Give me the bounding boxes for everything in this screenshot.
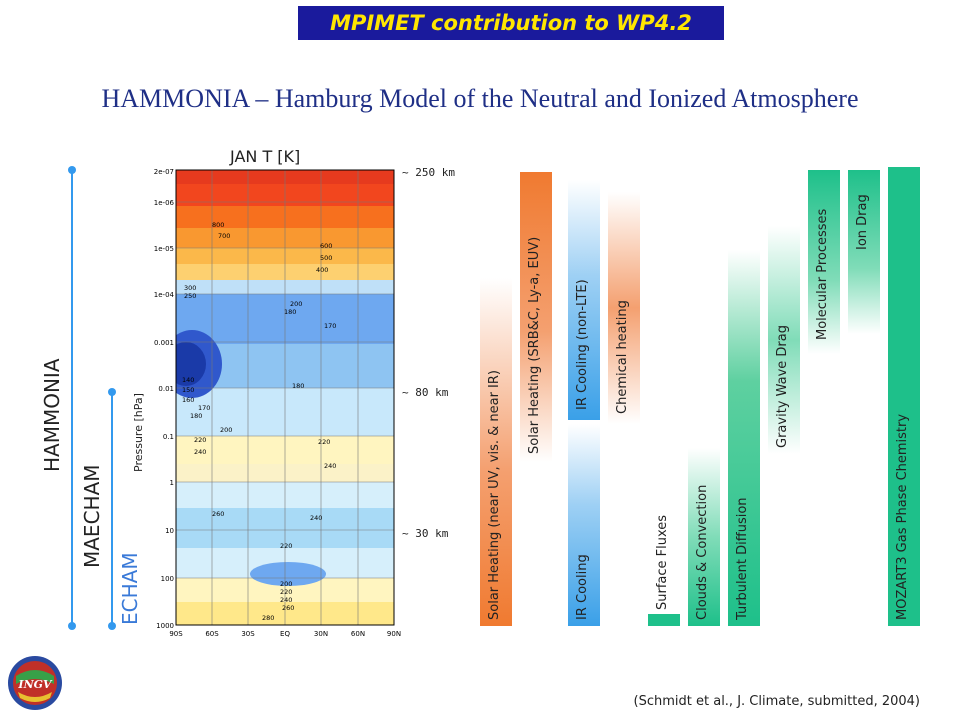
y-tick: 1 xyxy=(170,479,174,487)
process-label-turbulent-diffusion: Turbulent Diffusion xyxy=(735,497,750,620)
y-tick: 0.01 xyxy=(158,385,174,393)
process-label-solar-heating-srbc: Solar Heating (SRB&C, Ly-a, EUV) xyxy=(527,236,542,454)
y-tick: 100 xyxy=(161,575,174,583)
contour-label: 240 xyxy=(310,514,322,522)
contour-label: 700 xyxy=(218,232,230,240)
contour-label: 250 xyxy=(184,292,196,300)
contour-label: 220 xyxy=(318,438,330,446)
y-tick: 1e-06 xyxy=(154,199,175,207)
y-tick: 1e-05 xyxy=(154,245,174,253)
process-label-clouds-convection: Clouds & Convection xyxy=(695,484,710,620)
x-tick: 30S xyxy=(241,630,255,638)
bar-molecular-processes xyxy=(808,170,840,354)
bar-solar-heating-srbc xyxy=(520,172,552,462)
x-tick: 90S xyxy=(169,630,183,638)
contour-label: 170 xyxy=(198,404,210,412)
process-label-ir-cooling-non-lte: IR Cooling (non-LTE) xyxy=(575,279,590,410)
contour-label: 170 xyxy=(324,322,336,330)
contour-label: 220 xyxy=(280,588,292,596)
y-tick-labels: 2e-07 1e-06 1e-05 1e-04 0.001 0.01 0.1 1… xyxy=(154,168,175,630)
altitude-marker-80: ~ 80 km xyxy=(402,386,449,399)
contour-label: 160 xyxy=(182,396,194,404)
contour-label: 180 xyxy=(292,382,304,390)
bar-surface-fluxes xyxy=(648,614,680,626)
hammonia-bottom-dot xyxy=(68,622,76,630)
contour-label: 180 xyxy=(284,308,296,316)
process-label-ir-cooling: IR Cooling xyxy=(575,554,590,620)
maecham-top-dot xyxy=(108,388,116,396)
bar-ir-cooling-non-lte xyxy=(568,180,600,420)
contour-label: 240 xyxy=(280,596,292,604)
contour-label: 150 xyxy=(182,386,194,394)
plot-frame xyxy=(175,169,395,626)
process-label-surface-fluxes: Surface Fluxes xyxy=(655,514,670,610)
process-label-mozart3-chemistry: MOZART3 Gas Phase Chemistry xyxy=(895,413,910,620)
bar-mozart3-chemistry xyxy=(888,167,920,626)
process-label-molecular-processes: Molecular Processes xyxy=(815,208,830,340)
y-tick: 0.1 xyxy=(163,433,174,441)
bar-gravity-wave-drag xyxy=(768,226,800,454)
contour-label: 400 xyxy=(316,266,328,274)
x-tick: 90N xyxy=(387,630,401,638)
contour-label: 800 xyxy=(212,221,224,229)
contour-label: 200 xyxy=(220,426,232,434)
contour-label: 180 xyxy=(190,412,202,420)
y-tick: 1e-04 xyxy=(154,291,175,299)
y-tick: 2e-07 xyxy=(154,168,174,176)
y-tick: 0.001 xyxy=(154,339,174,347)
y-tick: 1000 xyxy=(156,622,174,630)
y-axis-label: Pressure [hPa] xyxy=(132,393,145,472)
contour-label: 200 xyxy=(290,300,302,308)
contour-label: 260 xyxy=(212,510,224,518)
y-tick: 10 xyxy=(165,527,174,535)
contour-label: 220 xyxy=(280,542,292,550)
ingv-logo: INGV xyxy=(8,656,62,710)
page-title: HAMMONIA – Hamburg Model of the Neutral … xyxy=(101,84,859,113)
contour-label: 280 xyxy=(262,614,274,622)
contour-label: 500 xyxy=(320,254,332,262)
bar-ir-cooling xyxy=(568,424,600,626)
citation: (Schmidt et al., J. Climate, submitted, … xyxy=(633,694,920,709)
temperature-chart: JAN T [K] 2e-07 1e-06 xyxy=(132,147,401,638)
x-tick: 60N xyxy=(351,630,365,638)
x-tick: 60S xyxy=(205,630,219,638)
logo-text: INGV xyxy=(17,678,53,691)
process-label-solar-heating-near-uv: Solar Heating (near UV, vis. & near IR) xyxy=(487,370,502,620)
contour-label: 600 xyxy=(320,242,332,250)
bar-clouds-convection xyxy=(688,448,720,626)
x-tick: 30N xyxy=(314,630,328,638)
temperature-bands xyxy=(176,170,394,625)
bar-ion-drag xyxy=(848,170,880,334)
contour-label: 140 xyxy=(182,376,194,384)
bar-chemical-heating xyxy=(608,192,640,424)
process-label-gravity-wave-drag: Gravity Wave Drag xyxy=(775,325,790,448)
x-tick-labels: 90S 60S 30S EQ 30N 60N 90N xyxy=(169,630,401,638)
hammonia-top-dot xyxy=(68,166,76,174)
maecham-bottom-dot xyxy=(108,622,116,630)
contour-label: 220 xyxy=(194,436,206,444)
contour-label: 300 xyxy=(184,284,196,292)
bar-solar-heating-near-uv xyxy=(480,278,512,626)
banner-title: MPIMET contribution to WP4.2 xyxy=(298,6,724,40)
process-label-chemical-heating: Chemical heating xyxy=(615,300,630,414)
contour-label: 240 xyxy=(194,448,206,456)
altitude-marker-250: ~ 250 km xyxy=(402,166,455,179)
model-label-maecham: MAECHAM xyxy=(80,464,104,568)
model-label-hammonia: HAMMONIA xyxy=(40,358,64,472)
model-range-lines xyxy=(68,166,116,630)
contour-label: 260 xyxy=(282,604,294,612)
contour-label: 200 xyxy=(280,580,292,588)
process-label-ion-drag: Ion Drag xyxy=(855,194,870,250)
contour-labels: 800 700 600 500 400 300 250 200 180 170 … xyxy=(182,221,336,622)
altitude-marker-30: ~ 30 km xyxy=(402,527,449,540)
contour-label: 240 xyxy=(324,462,336,470)
grid-lines xyxy=(176,170,394,625)
bar-turbulent-diffusion xyxy=(728,250,760,626)
chart-title: JAN T [K] xyxy=(229,147,300,166)
x-tick: EQ xyxy=(280,630,290,638)
